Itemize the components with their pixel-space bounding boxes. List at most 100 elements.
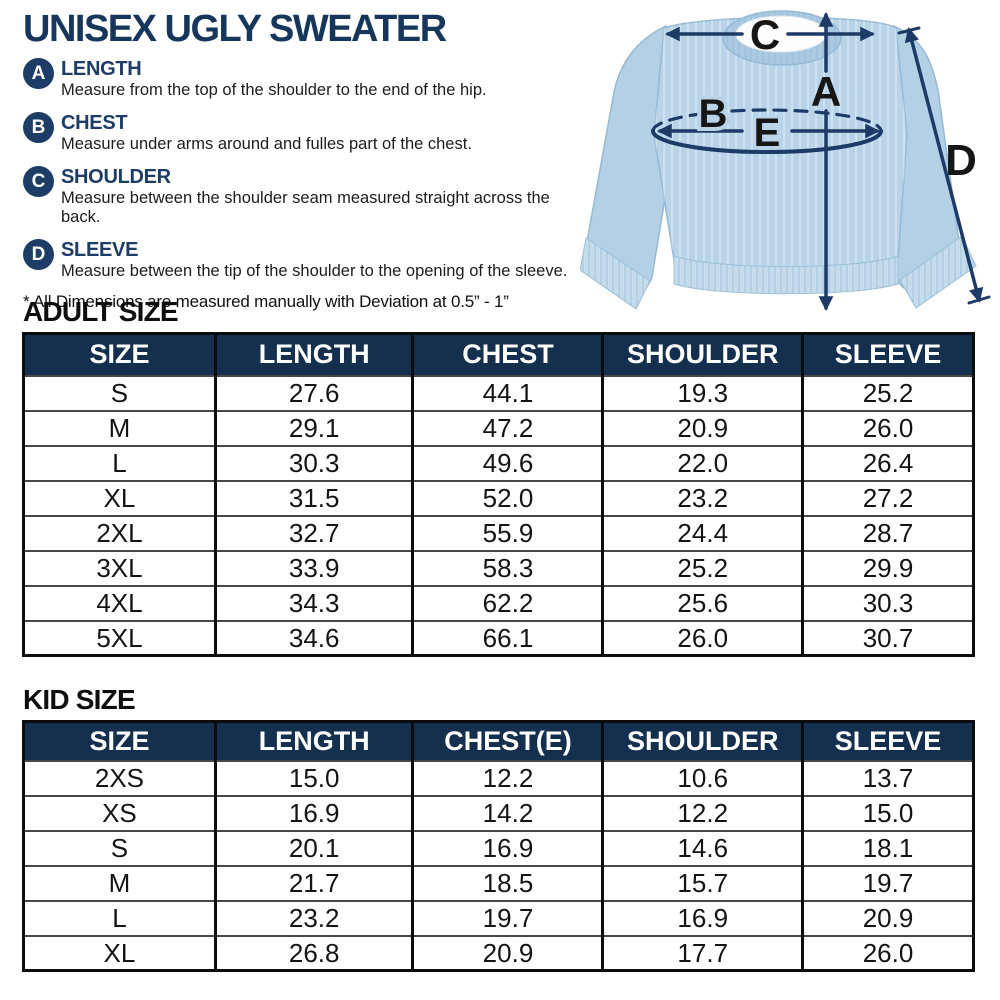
size-cell: XS bbox=[23, 794, 216, 831]
size-row-3xl: 3XL 33.9 58.3 25.2 29.9 bbox=[23, 549, 974, 586]
letter-badge-b: B bbox=[23, 112, 54, 143]
legend-label-length: LENGTH bbox=[61, 58, 142, 80]
column-header-size: SIZE bbox=[23, 333, 216, 376]
diagram-label-sleeve: D bbox=[945, 136, 977, 185]
size-cell: S bbox=[23, 829, 216, 866]
measurement-cell: 26.4 bbox=[800, 444, 974, 481]
measurement-cell: 26.0 bbox=[800, 409, 974, 446]
sweater-measurement-diagram: C A B E D bbox=[580, 10, 991, 311]
size-cell: S bbox=[23, 374, 216, 411]
measurement-cell: 19.7 bbox=[800, 864, 974, 901]
size-cell: XL bbox=[23, 934, 216, 971]
measurement-cell: 25.2 bbox=[601, 549, 803, 586]
measurement-cell: 66.1 bbox=[411, 619, 603, 656]
size-row-s: S 20.1 16.9 14.6 18.1 bbox=[23, 829, 974, 866]
legend-texts: SHOULDER Measure between the shoulder se… bbox=[61, 165, 579, 227]
legend-desc-sleeve: Measure between the tip of the shoulder … bbox=[61, 262, 568, 280]
measurement-cell: 18.5 bbox=[411, 864, 603, 901]
measurement-cell: 55.9 bbox=[411, 514, 603, 551]
measurement-cell: 19.3 bbox=[601, 374, 803, 411]
kid-size-table: SIZE LENGTH CHEST(E) SHOULDER SLEEVE 2XS 15.0 1… bbox=[22, 720, 975, 972]
size-cell: M bbox=[23, 864, 216, 901]
measurement-cell: 26.0 bbox=[601, 619, 803, 656]
diagram-label-shoulder: C bbox=[750, 11, 780, 58]
adult-size-section: ADULT SIZE SIZE LENGTH CHEST SHOULDER SLEEVE… bbox=[22, 298, 975, 657]
measurement-cell: 28.7 bbox=[800, 514, 974, 551]
legend-desc-length: Measure from the top of the shoulder to … bbox=[61, 81, 487, 99]
measurement-cell: 17.7 bbox=[601, 934, 803, 971]
header-row: SIZE LENGTH CHEST SHOULDER SLEEVE bbox=[23, 333, 974, 376]
measurement-cell: 30.3 bbox=[213, 444, 413, 481]
size-row-xl: XL 31.5 52.0 23.2 27.2 bbox=[23, 479, 974, 516]
column-header-sleeve: SLEEVE bbox=[800, 721, 974, 761]
measurement-legend: A LENGTH Measure from the top of the sho… bbox=[23, 57, 579, 281]
size-cell: L bbox=[23, 444, 216, 481]
measurement-cell: 19.7 bbox=[411, 899, 603, 936]
measurement-cell: 30.3 bbox=[800, 584, 974, 621]
column-header-chest-e: CHEST(E) bbox=[411, 721, 603, 761]
column-header-shoulder: SHOULDER bbox=[601, 721, 803, 761]
size-row-4xl: 4XL 34.3 62.2 25.6 30.3 bbox=[23, 584, 974, 621]
sweater-body-ribs bbox=[654, 17, 907, 271]
column-header-shoulder: SHOULDER bbox=[601, 333, 803, 376]
measurement-cell: 12.2 bbox=[411, 759, 603, 796]
measurement-cell: 30.7 bbox=[800, 619, 974, 656]
size-row-5xl: 5XL 34.6 66.1 26.0 30.7 bbox=[23, 619, 974, 656]
size-cell: L bbox=[23, 899, 216, 936]
measurement-cell: 20.1 bbox=[213, 829, 413, 866]
size-row-l: L 30.3 49.6 22.0 26.4 bbox=[23, 444, 974, 481]
legend-label-chest: CHEST bbox=[61, 112, 128, 134]
size-row-xl: XL 26.8 20.9 17.7 26.0 bbox=[23, 934, 974, 971]
legend-desc-chest: Measure under arms around and fulles par… bbox=[61, 135, 472, 153]
measurement-cell: 20.9 bbox=[800, 899, 974, 936]
measurement-cell: 47.2 bbox=[411, 409, 603, 446]
size-cell: 3XL bbox=[23, 549, 216, 586]
size-cell: 4XL bbox=[23, 584, 216, 621]
size-row-s: S 27.6 44.1 19.3 25.2 bbox=[23, 374, 974, 411]
size-cell: M bbox=[23, 409, 216, 446]
size-cell: 2XL bbox=[23, 514, 216, 551]
measurement-arrows bbox=[651, 12, 991, 311]
legend-label-shoulder: SHOULDER bbox=[61, 166, 171, 188]
measurement-cell: 29.1 bbox=[213, 409, 413, 446]
size-cell: 5XL bbox=[23, 619, 216, 656]
size-row-m: M 29.1 47.2 20.9 26.0 bbox=[23, 409, 974, 446]
legend-desc-shoulder: Measure between the shoulder seam measur… bbox=[61, 189, 550, 226]
letter-badge-d: D bbox=[23, 239, 54, 270]
size-row-2xs: 2XS 15.0 12.2 10.6 13.7 bbox=[23, 759, 974, 796]
measurement-cell: 14.2 bbox=[411, 794, 603, 831]
adult-size-table: SIZE LENGTH CHEST SHOULDER SLEEVE S 27.6 44.1 19… bbox=[22, 332, 975, 657]
measurement-cell: 58.3 bbox=[411, 549, 603, 586]
measurement-cell: 34.3 bbox=[213, 584, 413, 621]
diagram-label-chest-flat: E bbox=[754, 111, 781, 155]
measurement-cell: 32.7 bbox=[213, 514, 413, 551]
legend-texts: SLEEVE Measure between the tip of the sh… bbox=[61, 238, 567, 281]
chest-ellipse-b bbox=[651, 108, 883, 154]
legend-item-length: A LENGTH Measure from the top of the sho… bbox=[23, 57, 579, 100]
measurement-cell: 25.2 bbox=[800, 374, 974, 411]
measurement-cell: 25.6 bbox=[601, 584, 803, 621]
measurement-cell: 12.2 bbox=[601, 794, 803, 831]
kid-size-heading: KID SIZE bbox=[23, 684, 136, 715]
column-header-chest: CHEST bbox=[411, 333, 603, 376]
measurement-cell: 20.9 bbox=[411, 934, 603, 971]
measurement-cell: 20.9 bbox=[601, 409, 803, 446]
measurement-cell: 52.0 bbox=[411, 479, 603, 516]
measurement-cell: 15.0 bbox=[800, 794, 974, 831]
measurement-cell: 15.7 bbox=[601, 864, 803, 901]
measurement-cell: 15.0 bbox=[213, 759, 413, 796]
measurement-cell: 13.7 bbox=[800, 759, 974, 796]
sleeve-arrow-d bbox=[897, 26, 991, 305]
diagram-letters: C A B E D bbox=[695, 11, 977, 185]
column-header-length: LENGTH bbox=[213, 721, 413, 761]
measurement-cell: 22.0 bbox=[601, 444, 803, 481]
legend-item-chest: B CHEST Measure under arms around and fu… bbox=[23, 111, 579, 154]
legend-item-shoulder: C SHOULDER Measure between the shoulder … bbox=[23, 165, 579, 227]
header-row: SIZE LENGTH CHEST(E) SHOULDER SLEEVE bbox=[23, 721, 974, 761]
measurement-cell: 24.4 bbox=[601, 514, 803, 551]
deviation-note: * All Dimensions are measured manually w… bbox=[23, 292, 509, 311]
kid-size-section: KID SIZE SIZE LENGTH CHEST(E) SHOULDER SLEEV… bbox=[22, 686, 975, 972]
column-header-length: LENGTH bbox=[213, 333, 413, 376]
legend-texts: LENGTH Measure from the top of the shoul… bbox=[61, 57, 487, 100]
